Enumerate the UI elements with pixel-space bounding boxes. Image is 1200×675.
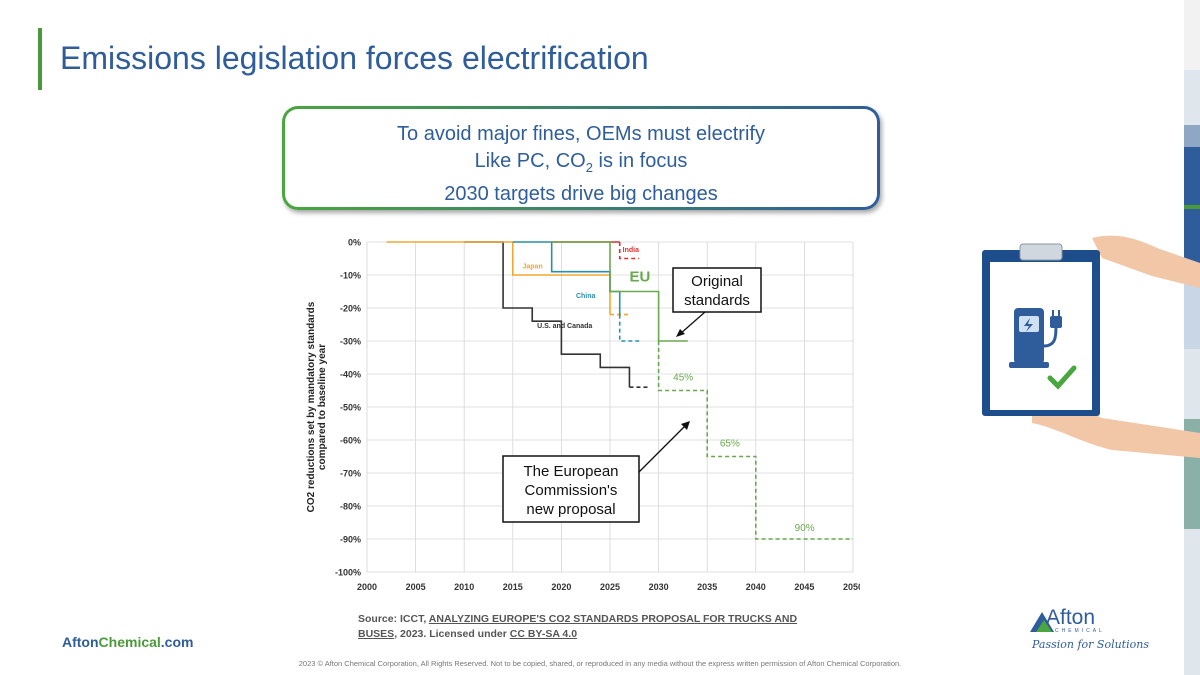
series-label-eu: EU	[629, 269, 650, 286]
x-tick-label: 2040	[746, 582, 766, 592]
slide-title: Emissions legislation forces electrifica…	[60, 40, 649, 76]
proposal-line-3: new proposal	[526, 501, 615, 518]
source-link[interactable]: ANALYZING EUROPE'S CO2 STANDARDS PROPOSA…	[358, 613, 798, 640]
ev-charging-clipboard-icon	[982, 235, 1200, 458]
x-tick-label: 2025	[600, 582, 620, 592]
y-tick-label: -100%	[335, 568, 361, 578]
x-tick-label: 2010	[454, 582, 474, 592]
afton-logo-mark	[1030, 612, 1054, 632]
proposal-box	[502, 455, 640, 523]
series-line-eu	[551, 241, 688, 342]
x-tick-label: 2000	[357, 582, 377, 592]
logo-name: Afton	[1046, 606, 1096, 629]
series-dashed-eu	[657, 341, 853, 540]
annotation-65: 65%	[720, 439, 740, 450]
x-tick-label: 2035	[697, 582, 717, 592]
series-line-us	[464, 241, 631, 388]
series-label-india: India	[623, 247, 639, 254]
y-tick-label: -90%	[340, 535, 361, 545]
co2-standards-chart: 0% -10% -20% -30% -40% -50% -60% -70% -80% -90% -1…	[306, 238, 860, 593]
series-dashed-china	[618, 314, 640, 342]
callout-line-2: Like PC, CO2 is in focus	[285, 148, 877, 181]
brand-url-part-b: Chemical	[98, 634, 161, 650]
brand-url[interactable]: AftonChemical.com	[62, 634, 193, 650]
y-tick-label: -40%	[340, 370, 361, 380]
original-standards-arrow	[679, 311, 706, 335]
brand-url-part-a: Afton	[62, 634, 99, 650]
original-standards-box	[672, 267, 762, 313]
x-tick-label: 2030	[649, 582, 669, 592]
callout-line-2-prefix: Like PC, CO	[474, 150, 586, 172]
y-tick-label: -30%	[340, 337, 361, 347]
y-axis-label: CO2 reductions set by mandatory standard…	[306, 301, 328, 512]
callout-line-2-suffix: is in focus	[592, 150, 688, 172]
annotation-45: 45%	[673, 373, 693, 384]
series-line-china	[512, 241, 621, 315]
source-middle: , 2023. Licensed under	[394, 628, 510, 640]
title-accent-bar	[38, 28, 42, 90]
source-citation: Source: ICCT, ANALYZING EUROPE'S CO2 STA…	[358, 612, 838, 642]
annotation-90: 90%	[795, 523, 815, 534]
proposal-line-1: The European	[523, 463, 618, 480]
callout-line-1: To avoid major fines, OEMs must electrif…	[397, 123, 765, 145]
logo-subtitle: CHEMICAL	[1055, 628, 1105, 634]
series-label-japan: Japan	[523, 263, 543, 270]
original-standards-line-1: Original	[691, 273, 743, 290]
proposal-arrow	[638, 424, 687, 473]
proposal-line-2: Commission's	[525, 482, 618, 499]
x-tick-label: 2020	[551, 582, 571, 592]
y-tick-label: -70%	[340, 469, 361, 479]
callout-line-3: 2030 targets drive big changes	[444, 183, 718, 205]
y-tick-label: -80%	[340, 502, 361, 512]
original-standards-line-2: standards	[684, 292, 750, 309]
series-label-us: U.S. and Canada	[537, 323, 592, 330]
source-prefix: Source: ICCT,	[358, 613, 429, 625]
x-tick-label: 2015	[503, 582, 523, 592]
callout-box: To avoid major fines, OEMs must electrif…	[282, 106, 880, 210]
brand-url-part-c: .com	[160, 634, 194, 650]
y-tick-label: -10%	[340, 271, 361, 281]
series-dashed-india	[618, 242, 640, 260]
original-standards-arrowhead	[676, 329, 685, 337]
x-tick-label: 2045	[794, 582, 814, 592]
callout-line-2-subscript: 2	[585, 160, 593, 175]
copyright-footer: 2023 © Afton Chemical Corporation, All R…	[298, 659, 902, 668]
x-tick-label: 2005	[406, 582, 426, 592]
series-line-japan	[386, 241, 611, 315]
series-label-china: China	[576, 293, 596, 300]
x-tick-label: 2050	[843, 582, 860, 592]
license-link[interactable]: CC BY-SA 4.0	[509, 628, 578, 640]
proposal-arrowhead	[681, 421, 690, 430]
y-tick-label: -20%	[340, 304, 361, 314]
logo-tagline: Passion for Solutions	[1032, 638, 1149, 651]
y-tick-label: -50%	[340, 403, 361, 413]
y-tick-label: -60%	[340, 436, 361, 446]
y-tick-label: 0%	[348, 238, 361, 248]
